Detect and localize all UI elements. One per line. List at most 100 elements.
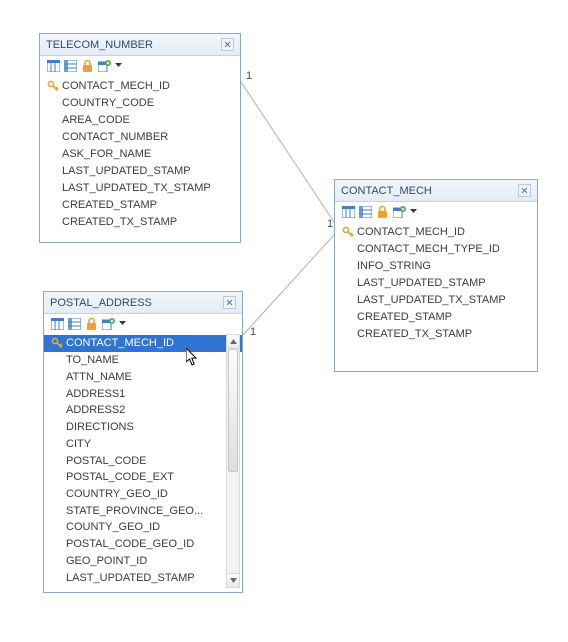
close-icon[interactable] bbox=[223, 296, 236, 309]
column-name: STATE_PROVINCE_GEO... bbox=[66, 505, 224, 517]
column-name: COUNTRY_CODE bbox=[62, 97, 234, 109]
table-column[interactable]: AREA_CODE bbox=[40, 111, 240, 128]
entity-toolbar bbox=[44, 314, 242, 333]
table-column[interactable]: ADDRESS1 bbox=[44, 385, 242, 402]
table-column[interactable]: COUNTY_GEO_ID bbox=[44, 519, 242, 536]
add-column-icon[interactable] bbox=[392, 205, 406, 218]
primary-key-icon bbox=[50, 337, 64, 349]
table-column[interactable]: COUNTRY_GEO_ID bbox=[44, 486, 242, 503]
column-name: GEO_POINT_ID bbox=[66, 555, 224, 567]
table-column[interactable]: CONTACT_MECH_ID bbox=[335, 223, 537, 240]
primary-key-icon bbox=[341, 226, 355, 238]
column-name: LAST_UPDATED_STAMP bbox=[62, 165, 234, 177]
entity-toolbar bbox=[40, 56, 240, 75]
chevron-down-icon[interactable] bbox=[409, 205, 417, 218]
chevron-down-icon[interactable] bbox=[114, 59, 122, 72]
entity-toolbar bbox=[335, 202, 537, 221]
add-column-icon[interactable] bbox=[97, 59, 111, 72]
column-name: LAST_UPDATED_TX_STAMP bbox=[62, 182, 234, 194]
entity-fields: CONTACT_MECH_ID TO_NAME ATTN_NAME ADDRESS1 A… bbox=[44, 333, 242, 592]
connector-label: 1 bbox=[248, 326, 258, 338]
column-name: COUNTRY_GEO_ID bbox=[66, 488, 224, 500]
table-column[interactable]: POSTAL_CODE_GEO_ID bbox=[44, 536, 242, 553]
column-name: DIRECTIONS bbox=[66, 421, 224, 433]
column-name: LAST_UPDATED_TX_STAMP bbox=[357, 294, 531, 306]
columns-icon[interactable] bbox=[67, 317, 81, 330]
table-column[interactable]: LAST_UPDATED_STAMP bbox=[335, 274, 537, 291]
entity-header[interactable]: TELECOM_NUMBER bbox=[40, 34, 240, 56]
column-name: CONTACT_MECH_ID bbox=[62, 80, 234, 92]
scroll-up-icon[interactable] bbox=[227, 335, 239, 349]
column-name: CREATED_STAMP bbox=[62, 199, 234, 211]
entity-telecom-number[interactable]: TELECOM_NUMBER CONTACT_MECH_ID COUNTRY_CO… bbox=[39, 33, 241, 243]
column-name: CONTACT_MECH_TYPE_ID bbox=[357, 243, 531, 255]
table-icon[interactable] bbox=[46, 59, 60, 72]
column-name: ATTN_NAME bbox=[66, 371, 224, 383]
column-name: CREATED_TX_STAMP bbox=[357, 328, 531, 340]
table-column[interactable]: CONTACT_MECH_ID bbox=[40, 77, 240, 94]
table-column[interactable]: POSTAL_CODE bbox=[44, 452, 242, 469]
column-name: CREATED_TX_STAMP bbox=[62, 216, 234, 228]
primary-key-icon bbox=[46, 80, 60, 92]
entity-postal-address[interactable]: POSTAL_ADDRESS CONTACT_MECH_ID TO_NAME ATT… bbox=[43, 291, 243, 593]
scroll-down-icon[interactable] bbox=[227, 573, 239, 587]
table-column[interactable]: CREATED_STAMP bbox=[335, 308, 537, 325]
lock-icon[interactable] bbox=[375, 205, 389, 218]
table-column[interactable]: CONTACT_NUMBER bbox=[40, 128, 240, 145]
table-column[interactable]: COUNTRY_CODE bbox=[40, 94, 240, 111]
vertical-scrollbar[interactable] bbox=[226, 334, 240, 588]
column-name: INFO_STRING bbox=[357, 260, 531, 272]
column-name: POSTAL_CODE bbox=[66, 455, 224, 467]
column-name: COUNTY_GEO_ID bbox=[66, 521, 224, 533]
column-name: AREA_CODE bbox=[62, 114, 234, 126]
table-column[interactable]: ADDRESS2 bbox=[44, 402, 242, 419]
table-column[interactable]: LAST_UPDATED_TX_STAMP bbox=[335, 291, 537, 308]
lock-icon[interactable] bbox=[84, 317, 98, 330]
table-column[interactable]: CREATED_TX_STAMP bbox=[335, 325, 537, 342]
entity-header[interactable]: CONTACT_MECH bbox=[335, 180, 537, 202]
table-column[interactable]: CREATED_TX_STAMP bbox=[40, 213, 240, 230]
table-column[interactable]: LAST_UPDATED_STAMP bbox=[44, 569, 242, 586]
close-icon[interactable] bbox=[518, 184, 531, 197]
column-name: ADDRESS2 bbox=[66, 404, 224, 416]
connector-postal-contact bbox=[243, 235, 334, 335]
table-column[interactable]: CONTACT_MECH_TYPE_ID bbox=[335, 240, 537, 257]
scroll-thumb[interactable] bbox=[228, 349, 238, 472]
table-column[interactable]: STATE_PROVINCE_GEO... bbox=[44, 502, 242, 519]
column-name: POSTAL_CODE_EXT bbox=[66, 471, 224, 483]
entity-header[interactable]: POSTAL_ADDRESS bbox=[44, 292, 242, 314]
column-name: ADDRESS1 bbox=[66, 388, 224, 400]
column-name: ASK_FOR_NAME bbox=[62, 148, 234, 160]
entity-title: POSTAL_ADDRESS bbox=[50, 297, 223, 309]
table-column[interactable]: CONTACT_MECH_ID bbox=[44, 335, 242, 352]
connector-telecom-contact bbox=[241, 82, 334, 222]
column-name: POSTAL_CODE_GEO_ID bbox=[66, 538, 224, 550]
table-column[interactable]: ASK_FOR_NAME bbox=[40, 145, 240, 162]
table-column[interactable]: ATTN_NAME bbox=[44, 368, 242, 385]
add-column-icon[interactable] bbox=[101, 317, 115, 330]
table-column[interactable]: TO_NAME bbox=[44, 352, 242, 369]
lock-icon[interactable] bbox=[80, 59, 94, 72]
column-name: CONTACT_NUMBER bbox=[62, 131, 234, 143]
column-name: TO_NAME bbox=[66, 354, 224, 366]
table-icon[interactable] bbox=[50, 317, 64, 330]
table-column[interactable]: INFO_STRING bbox=[335, 257, 537, 274]
entity-fields: CONTACT_MECH_ID CONTACT_MECH_TYPE_ID INFO_… bbox=[335, 221, 537, 348]
entity-contact-mech[interactable]: CONTACT_MECH CONTACT_MECH_IDCONTACT_MECH… bbox=[334, 179, 538, 372]
columns-icon[interactable] bbox=[63, 59, 77, 72]
table-column[interactable]: LAST_UPDATED_STAMP bbox=[40, 162, 240, 179]
column-name: LAST_UPDATED_STAMP bbox=[66, 572, 224, 584]
chevron-down-icon[interactable] bbox=[118, 317, 126, 330]
column-name: LAST_UPDATED_STAMP bbox=[357, 277, 531, 289]
table-icon[interactable] bbox=[341, 205, 355, 218]
scroll-track[interactable] bbox=[227, 349, 239, 573]
close-icon[interactable] bbox=[221, 38, 234, 51]
table-column[interactable]: GEO_POINT_ID bbox=[44, 553, 242, 570]
column-name: CONTACT_MECH_ID bbox=[357, 226, 531, 238]
table-column[interactable]: CREATED_STAMP bbox=[40, 196, 240, 213]
columns-icon[interactable] bbox=[358, 205, 372, 218]
table-column[interactable]: DIRECTIONS bbox=[44, 419, 242, 436]
table-column[interactable]: LAST_UPDATED_TX_STAMP bbox=[40, 179, 240, 196]
table-column[interactable]: POSTAL_CODE_EXT bbox=[44, 469, 242, 486]
table-column[interactable]: CITY bbox=[44, 435, 242, 452]
